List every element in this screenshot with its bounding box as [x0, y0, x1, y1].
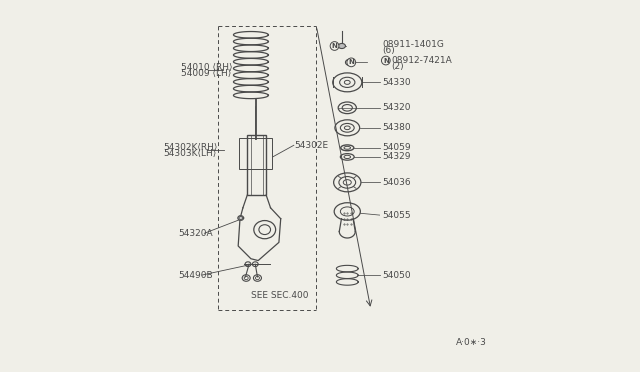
Circle shape — [381, 56, 390, 65]
Text: 54303K⟨LH⟩: 54303K⟨LH⟩ — [163, 149, 216, 158]
Ellipse shape — [348, 61, 352, 64]
Text: 54380: 54380 — [383, 123, 411, 132]
Text: 54050: 54050 — [383, 270, 411, 280]
Text: 54302K⟨RH⟩: 54302K⟨RH⟩ — [163, 143, 217, 152]
Text: 54036: 54036 — [383, 178, 411, 187]
Text: (2): (2) — [391, 62, 404, 71]
Text: 08911-1401G: 08911-1401G — [383, 40, 444, 49]
Text: SEE SEC.400: SEE SEC.400 — [251, 291, 308, 299]
Text: 54320A: 54320A — [178, 229, 212, 238]
Text: 54320: 54320 — [383, 103, 411, 112]
Text: (6): (6) — [383, 46, 396, 55]
Text: N: N — [332, 43, 337, 49]
Text: 54059: 54059 — [383, 142, 411, 151]
Text: A·0∗·3: A·0∗·3 — [456, 338, 487, 347]
Bar — [239, 138, 272, 169]
Circle shape — [347, 58, 356, 67]
Bar — [247, 135, 266, 195]
Text: 54055: 54055 — [383, 211, 411, 219]
Text: 08912-7421A: 08912-7421A — [391, 56, 452, 65]
Ellipse shape — [238, 216, 244, 220]
Ellipse shape — [338, 44, 346, 48]
Text: 54009 ⟨LH⟩: 54009 ⟨LH⟩ — [181, 69, 231, 78]
Text: 54330: 54330 — [383, 78, 411, 87]
Text: 54329: 54329 — [383, 152, 411, 161]
Text: N: N — [383, 58, 388, 64]
Text: N: N — [348, 60, 354, 65]
Circle shape — [330, 42, 339, 50]
Text: 54010 ⟨RH⟩: 54010 ⟨RH⟩ — [181, 63, 232, 72]
Text: 54302E: 54302E — [294, 141, 329, 151]
Text: 54490B: 54490B — [178, 270, 212, 280]
